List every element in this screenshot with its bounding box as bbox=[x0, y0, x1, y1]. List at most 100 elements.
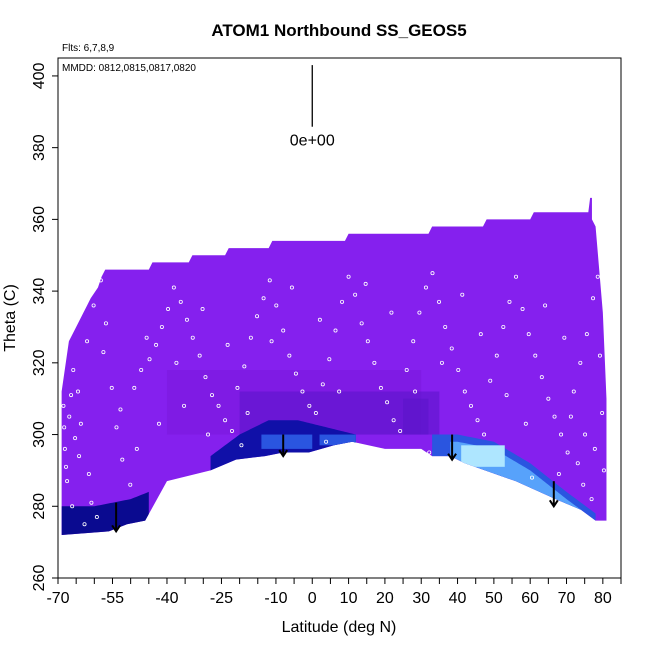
observation-point bbox=[216, 403, 221, 408]
y-tick-label: 280 bbox=[31, 493, 48, 520]
observation-point bbox=[430, 271, 435, 276]
observation-point bbox=[363, 281, 368, 286]
observation-point bbox=[144, 335, 149, 340]
observation-point bbox=[98, 278, 103, 283]
observation-point bbox=[530, 475, 535, 480]
observation-point bbox=[568, 414, 573, 419]
observation-point bbox=[391, 418, 396, 423]
observation-point bbox=[600, 411, 605, 416]
observation-point bbox=[210, 393, 215, 398]
observation-point bbox=[139, 367, 144, 372]
observation-point bbox=[423, 285, 428, 290]
observation-point bbox=[556, 471, 561, 476]
observation-point bbox=[287, 353, 292, 358]
field-patch bbox=[403, 398, 429, 435]
observation-point bbox=[120, 457, 125, 462]
observation-point bbox=[571, 389, 576, 394]
observation-point bbox=[300, 389, 305, 394]
observation-point bbox=[61, 403, 66, 408]
observation-point bbox=[320, 382, 325, 387]
observation-point bbox=[443, 324, 448, 329]
observation-point bbox=[307, 403, 312, 408]
y-tick-label: 300 bbox=[31, 421, 48, 448]
observation-point bbox=[206, 432, 211, 437]
observation-point bbox=[229, 428, 234, 433]
observation-point bbox=[437, 299, 442, 304]
observation-point bbox=[235, 385, 240, 390]
observation-point bbox=[85, 339, 90, 344]
observation-point bbox=[184, 317, 189, 322]
x-tick-label: 20 bbox=[376, 590, 394, 607]
y-axis-label: Theta (C) bbox=[2, 284, 19, 352]
observation-point bbox=[324, 439, 329, 444]
observation-point bbox=[190, 335, 195, 340]
tropical-band-inner bbox=[261, 434, 313, 449]
observation-point bbox=[248, 335, 253, 340]
observation-points bbox=[61, 271, 606, 527]
x-tick-label: -55 bbox=[101, 590, 124, 607]
observation-point bbox=[385, 400, 390, 405]
x-tick-label: 30 bbox=[412, 590, 430, 607]
observation-point bbox=[398, 428, 403, 433]
observation-point bbox=[559, 432, 564, 437]
observation-point bbox=[269, 339, 274, 344]
observation-point bbox=[225, 342, 230, 347]
x-tick-label: -70 bbox=[46, 590, 69, 607]
flights-note: Flts: 6,7,8,9 bbox=[62, 43, 115, 54]
observation-point bbox=[389, 310, 394, 315]
observation-point bbox=[166, 307, 171, 312]
observation-point bbox=[439, 360, 444, 365]
observation-point bbox=[242, 364, 247, 369]
observation-point bbox=[413, 389, 418, 394]
observation-point bbox=[77, 454, 82, 459]
observation-point bbox=[69, 393, 74, 398]
observation-point bbox=[456, 367, 461, 372]
observation-point bbox=[65, 479, 70, 484]
observation-point bbox=[488, 378, 493, 383]
observation-point bbox=[565, 450, 570, 455]
plot-area bbox=[61, 197, 607, 535]
observation-point bbox=[101, 350, 106, 355]
observation-point bbox=[583, 432, 588, 437]
observation-point bbox=[494, 353, 499, 358]
observation-point bbox=[73, 436, 78, 441]
observation-point bbox=[82, 522, 87, 527]
observation-point bbox=[333, 328, 338, 333]
observation-point bbox=[89, 500, 94, 505]
observation-point bbox=[178, 299, 183, 304]
tropical-band-inner bbox=[319, 434, 356, 446]
observation-point bbox=[327, 357, 332, 362]
observation-point bbox=[86, 471, 91, 476]
observation-point bbox=[62, 446, 67, 451]
observation-point bbox=[468, 403, 473, 408]
observation-point bbox=[174, 360, 179, 365]
x-tick-label: 10 bbox=[340, 590, 358, 607]
y-tick-label: 260 bbox=[31, 565, 48, 592]
observation-point bbox=[239, 443, 244, 448]
observation-point bbox=[526, 332, 531, 337]
observation-point bbox=[78, 421, 83, 426]
observation-point bbox=[67, 414, 72, 419]
y-tick-label: 380 bbox=[31, 134, 48, 161]
observation-point bbox=[281, 328, 286, 333]
y-tick-label: 360 bbox=[31, 206, 48, 233]
observation-point bbox=[340, 299, 345, 304]
observation-point bbox=[475, 418, 480, 423]
observation-point bbox=[591, 296, 596, 301]
cyan-core bbox=[461, 445, 505, 467]
southern-lower-band bbox=[61, 491, 149, 535]
observation-point bbox=[523, 421, 528, 426]
observation-point bbox=[267, 278, 272, 283]
observation-point bbox=[584, 332, 589, 337]
observation-point bbox=[546, 396, 551, 401]
observation-point bbox=[223, 418, 228, 423]
observation-point bbox=[504, 393, 509, 398]
chart-title: ATOM1 Northbound SS_GEOS5 bbox=[211, 21, 466, 40]
arrow-head bbox=[447, 453, 457, 462]
observation-point bbox=[462, 389, 467, 394]
y-tick-label: 320 bbox=[31, 349, 48, 376]
observation-point bbox=[156, 421, 161, 426]
observation-point bbox=[346, 274, 351, 279]
observation-point bbox=[132, 385, 137, 390]
